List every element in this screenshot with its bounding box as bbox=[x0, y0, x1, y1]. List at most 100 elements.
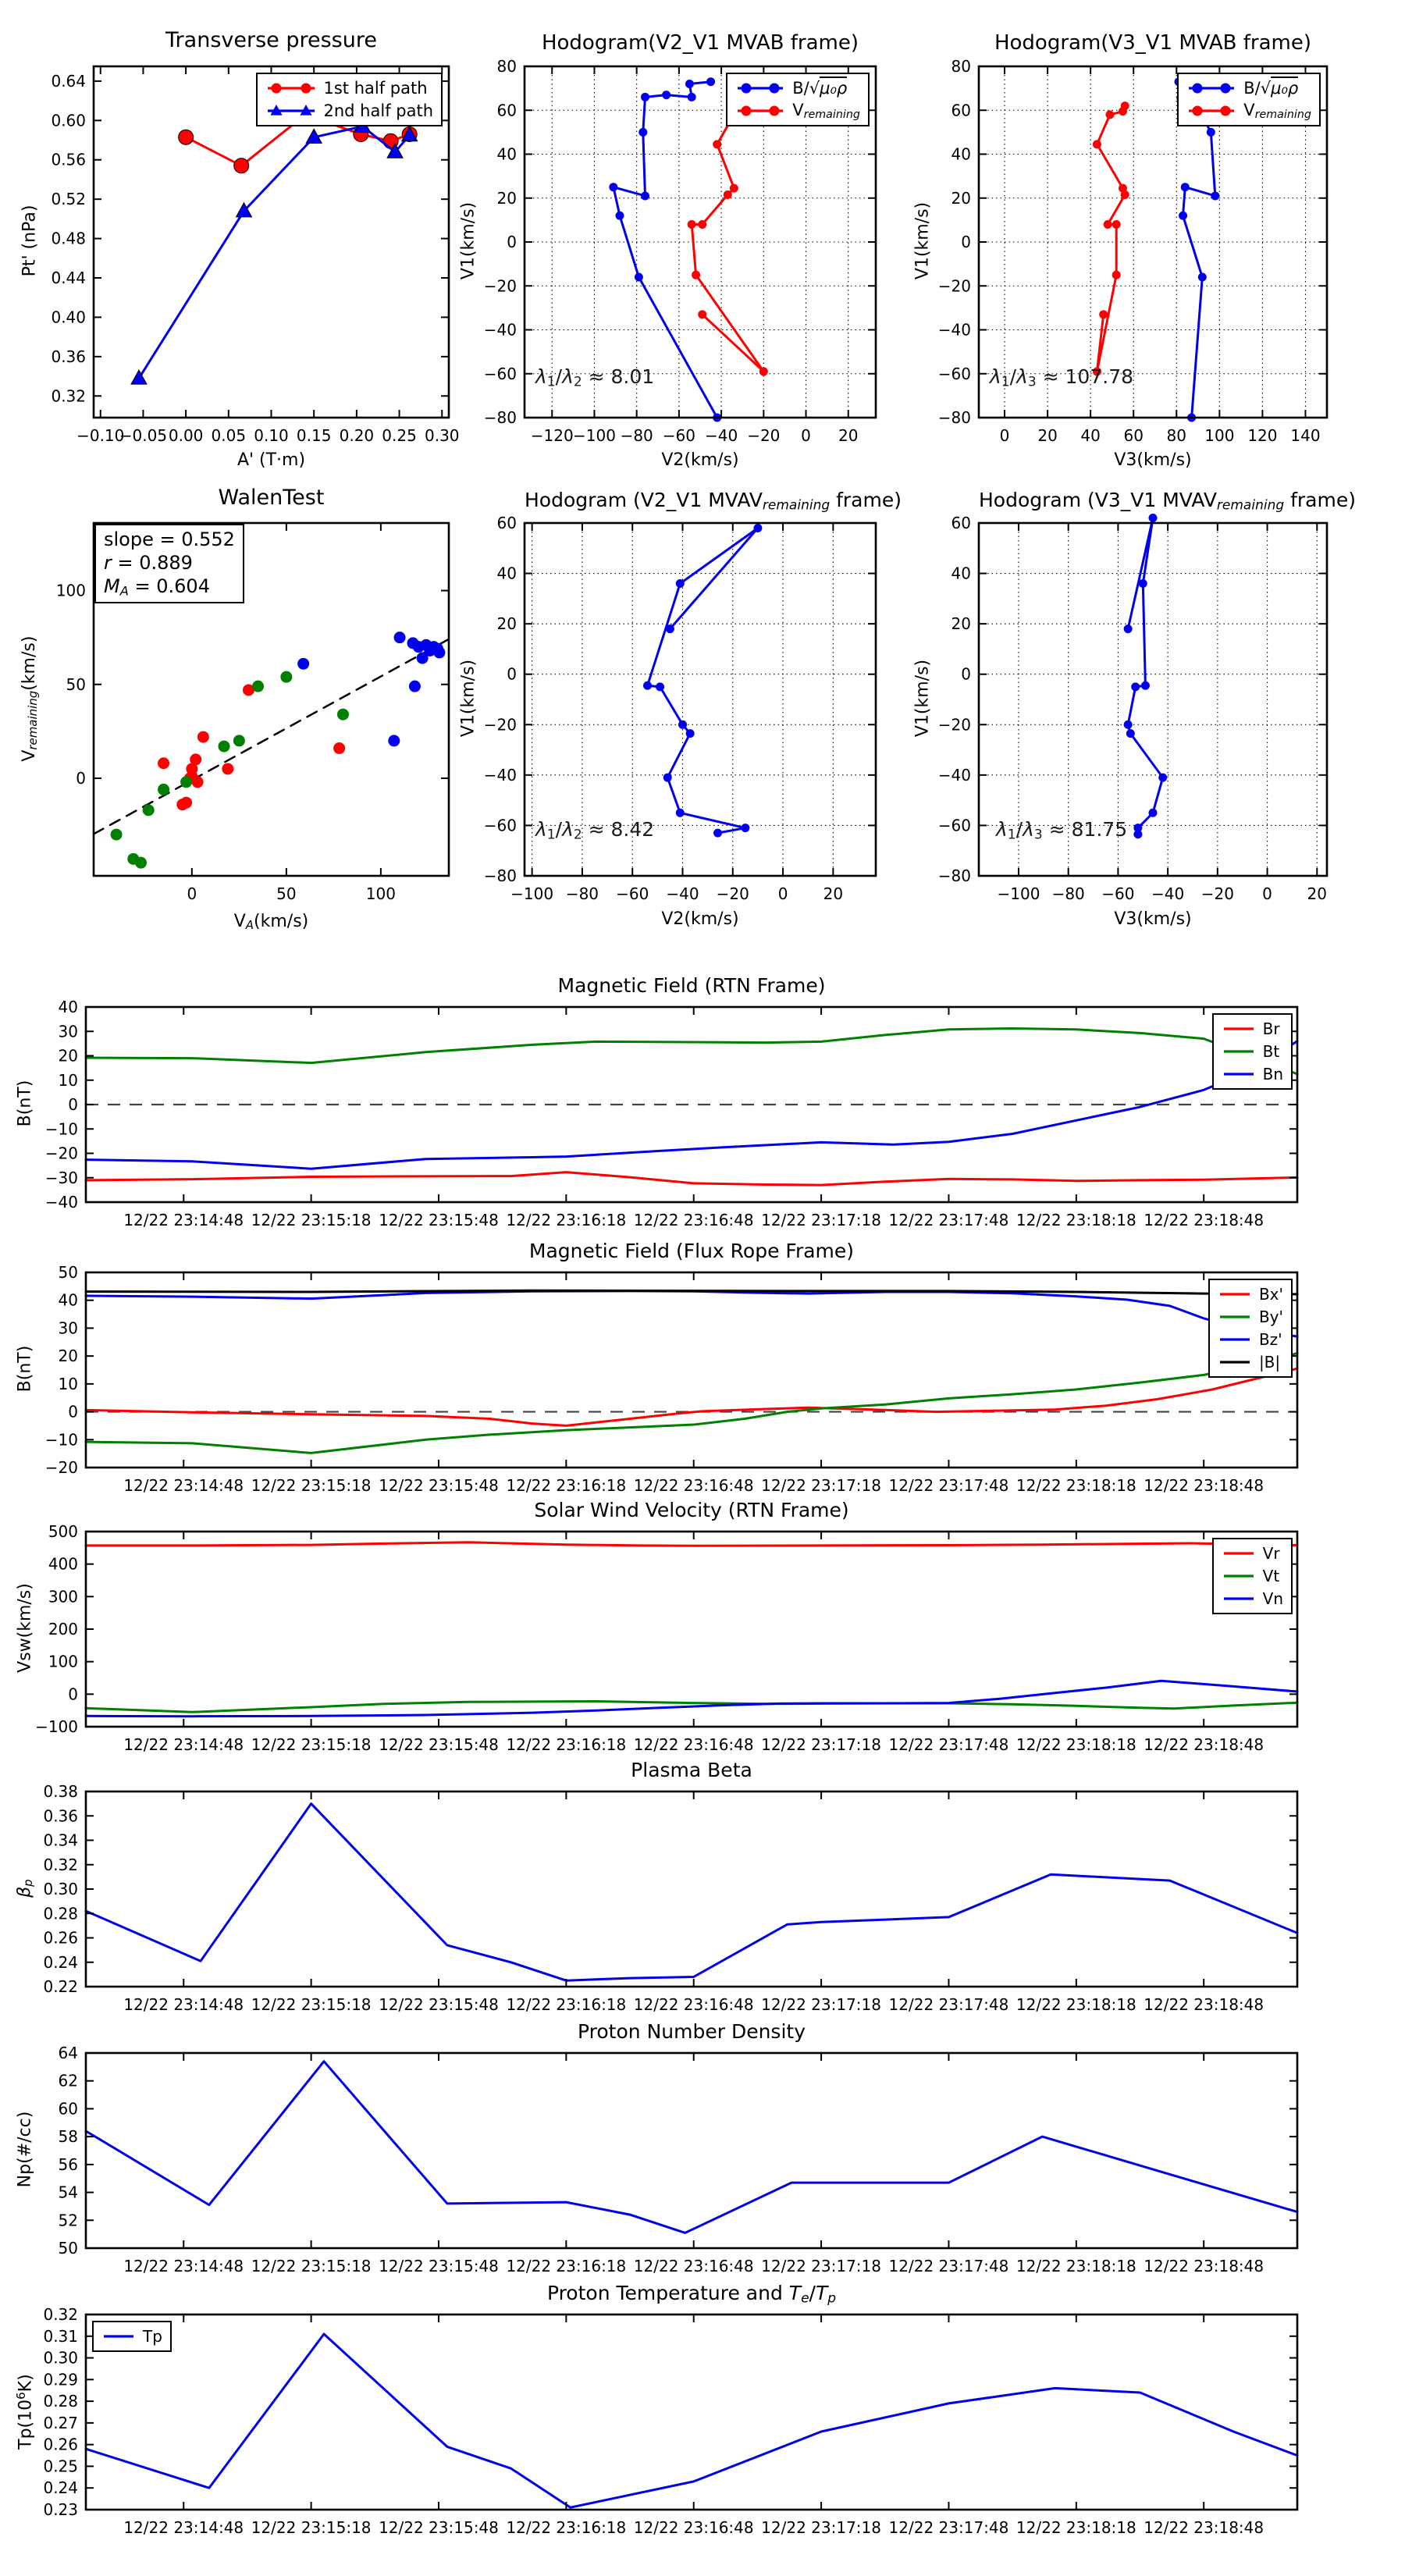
y-tick-label: −40 bbox=[938, 766, 971, 785]
x-tick-label: 12/22 23:15:48 bbox=[379, 1995, 499, 2014]
chart-title: Magnetic Field (Flux Rope Frame) bbox=[528, 1240, 855, 1262]
chart-canvas: 12/22 23:14:48 12/22 23:15:18 12/22 23:15:… bbox=[45, 1263, 1299, 1495]
y-tick-label: 200 bbox=[48, 1620, 78, 1638]
legend: B/√μ₀ρ Vremaining bbox=[726, 73, 870, 126]
legend-item: Bt bbox=[1222, 1041, 1283, 1062]
legend-item: Tp bbox=[101, 2326, 162, 2347]
y-tick-label: 0.30 bbox=[43, 2349, 78, 2368]
y-tick-label: 0.36 bbox=[51, 347, 86, 366]
y-tick-label: −20 bbox=[484, 715, 517, 734]
y-tick-label: 0 bbox=[76, 769, 86, 788]
chart-canvas: −0.10−0.05 0.00 0.05 0.10 0.15 0.20 0.25 0.30 0.… bbox=[51, 65, 460, 445]
x-tick-label: −80 bbox=[566, 884, 599, 903]
x-tick-label: 12/22 23:16:48 bbox=[634, 1476, 754, 1495]
x-axis-label: V2(km/s) bbox=[661, 909, 739, 929]
x-tick-label: 12/22 23:16:18 bbox=[506, 1995, 626, 2014]
y-tick-label: 54 bbox=[59, 2183, 78, 2202]
y-tick-label: −20 bbox=[45, 1144, 78, 1163]
x-tick-label: 0.30 bbox=[425, 426, 460, 445]
plot-magnetic-field-rtn: 12/22 23:14:48 12/22 23:15:18 12/22 23:15:… bbox=[0, 960, 1405, 1249]
y-tick-label: 30 bbox=[59, 1318, 78, 1337]
y-tick-label: −60 bbox=[938, 816, 971, 834]
legend-sample-line bbox=[1223, 1574, 1254, 1578]
x-tick-label: 12/22 23:16:48 bbox=[634, 2518, 754, 2537]
x-tick-label: 0.10 bbox=[254, 426, 289, 445]
x-tick-label: −80 bbox=[1052, 884, 1085, 903]
x-tick-label: 12/22 23:15:48 bbox=[379, 1735, 499, 1754]
chart-title: WalenTest bbox=[218, 486, 325, 510]
y-tick-label: 400 bbox=[48, 1555, 78, 1574]
y-tick-label: 52 bbox=[59, 2211, 78, 2229]
x-tick-label: 20 bbox=[838, 426, 858, 445]
legend-sample-dots2 bbox=[738, 105, 784, 116]
y-tick-label: 0.32 bbox=[43, 1856, 78, 1874]
y-tick-label: −80 bbox=[484, 866, 517, 885]
y-tick-label: −10 bbox=[45, 1119, 78, 1138]
chart-canvas: 12/22 23:14:48 12/22 23:15:18 12/22 23:15:… bbox=[43, 1782, 1299, 2014]
plot-hodogram-v3v1-mvav: −100 −80 −60 −40 −20 0 20 −80 −60 −40 −20 0 20 40 60 Ho… bbox=[913, 484, 1405, 1023]
x-tick-label: 12/22 23:15:18 bbox=[251, 2518, 372, 2537]
x-tick-label: 140 bbox=[1290, 426, 1320, 445]
y-tick-label: 20 bbox=[59, 1347, 78, 1365]
legend: 1st half path 2nd half path bbox=[255, 73, 443, 126]
plot-proton-number-density: 12/22 23:14:48 12/22 23:15:18 12/22 23:15:… bbox=[0, 2006, 1405, 2295]
x-tick-label: 12/22 23:14:48 bbox=[123, 2518, 244, 2537]
legend-item: B/√μ₀ρ bbox=[735, 76, 860, 98]
legend-item: 2nd half path bbox=[265, 101, 433, 121]
x-tick-label: 12/22 23:15:48 bbox=[379, 2257, 499, 2275]
x-tick-label: 12/22 23:16:48 bbox=[634, 1211, 754, 1229]
legend-item: B/√μ₀ρ bbox=[1186, 76, 1311, 98]
legend-sample-dots2 bbox=[1189, 83, 1235, 94]
y-axis-label: V1(km/s) bbox=[912, 201, 933, 280]
x-tick-label: 120 bbox=[1247, 426, 1277, 445]
y-tick-label: −60 bbox=[484, 365, 517, 383]
x-tick-label: 60 bbox=[1123, 426, 1143, 445]
y-tick-label: 0 bbox=[68, 1685, 78, 1703]
x-tick-label: −40 bbox=[1151, 884, 1184, 903]
legend-item: 1st half path bbox=[265, 78, 434, 98]
x-tick-label: −120 bbox=[531, 426, 574, 445]
y-tick-label: 50 bbox=[59, 2239, 78, 2258]
y-axis-label: Vremaining(km/s) bbox=[19, 635, 41, 762]
x-tick-label: 12/22 23:14:48 bbox=[123, 1735, 244, 1754]
y-tick-label: −80 bbox=[938, 866, 971, 885]
lambda-annotation: λ1/λ3 ≈ 81.75 bbox=[996, 818, 1128, 843]
x-axis-label: A' (T·m) bbox=[237, 450, 306, 470]
stats-line: r = 0.889 bbox=[104, 552, 193, 574]
y-axis-label: Np(#/cc) bbox=[15, 2111, 35, 2188]
y-tick-label: 56 bbox=[59, 2155, 78, 2174]
plot-walen-test: 0 50 100 0 50 100 WalenTest VA(km/s) Vremaining(… bbox=[0, 484, 484, 1023]
y-tick-label: −20 bbox=[484, 276, 517, 295]
y-tick-label: 30 bbox=[59, 1022, 78, 1041]
x-axis-label: V3(km/s) bbox=[1114, 909, 1192, 929]
y-tick-label: 0.30 bbox=[43, 1880, 78, 1898]
y-axis-label: Vsw(km/s) bbox=[15, 1583, 35, 1673]
y-tick-label: 0.56 bbox=[51, 151, 86, 169]
legend-item: Vremaining bbox=[735, 101, 860, 121]
legend-item: |B| bbox=[1218, 1352, 1283, 1372]
x-tick-label: −40 bbox=[705, 426, 738, 445]
legend-item: Bx' bbox=[1218, 1284, 1283, 1304]
x-tick-label: −100 bbox=[998, 884, 1040, 903]
x-tick-label: 12/22 23:17:48 bbox=[889, 1995, 1009, 2014]
y-tick-label: 0.26 bbox=[43, 2435, 78, 2454]
x-tick-label: 12/22 23:17:18 bbox=[761, 2518, 881, 2537]
x-tick-label: 12/22 23:18:48 bbox=[1144, 1995, 1264, 2014]
y-tick-label: 40 bbox=[497, 145, 517, 164]
y-tick-label: 0.52 bbox=[51, 190, 86, 208]
x-tick-label: 0.15 bbox=[297, 426, 332, 445]
chart-canvas: 0 50 100 0 50 100 bbox=[56, 521, 450, 903]
legend-item: Bz' bbox=[1218, 1329, 1283, 1350]
x-tick-label: 12/22 23:16:48 bbox=[634, 1735, 754, 1754]
y-tick-label: 0.60 bbox=[51, 111, 86, 130]
x-tick-label: 12/22 23:18:18 bbox=[1016, 1995, 1136, 2014]
x-tick-label: 12/22 23:15:18 bbox=[251, 1995, 372, 2014]
legend: Vr Vt Vn bbox=[1211, 1538, 1293, 1614]
chart-canvas: 12/22 23:14:48 12/22 23:15:18 12/22 23:15:… bbox=[35, 1522, 1299, 1754]
x-tick-label: 12/22 23:17:18 bbox=[761, 1476, 881, 1495]
y-tick-label: 0.32 bbox=[43, 2305, 78, 2324]
x-tick-label: 0 bbox=[1000, 426, 1010, 445]
x-tick-label: −0.05 bbox=[119, 426, 167, 445]
y-axis-label: Tp(106K) bbox=[14, 2374, 36, 2450]
